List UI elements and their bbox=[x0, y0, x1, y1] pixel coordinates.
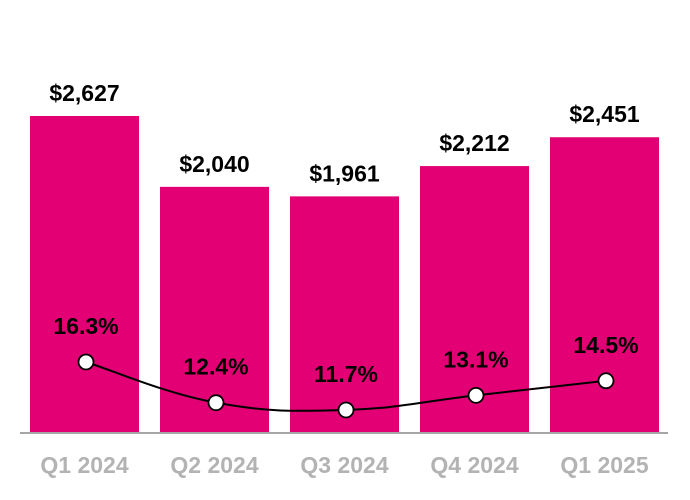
line-point-marker bbox=[597, 372, 615, 390]
line-value-label: 16.3% bbox=[53, 313, 118, 339]
bar-value-label: $2,040 bbox=[179, 151, 249, 177]
bar bbox=[30, 116, 139, 433]
line-point-marker bbox=[467, 386, 485, 404]
line-value-label: 13.1% bbox=[443, 346, 508, 372]
bar-value-label: $2,451 bbox=[569, 101, 640, 127]
line-value-label: 12.4% bbox=[183, 354, 248, 380]
bar-value-label: $2,212 bbox=[439, 130, 509, 156]
bar-value-label: $2,627 bbox=[49, 80, 119, 106]
bar bbox=[160, 186, 269, 433]
line-value-label: 11.7% bbox=[314, 361, 378, 387]
line-point-marker bbox=[337, 401, 355, 419]
line-value-label: 14.5% bbox=[573, 332, 638, 358]
line-point-marker bbox=[77, 353, 95, 371]
x-tick-label: Q1 2024 bbox=[40, 452, 128, 478]
x-tick-label: Q3 2024 bbox=[300, 452, 388, 478]
x-tick-label: Q1 2025 bbox=[560, 452, 648, 478]
x-tick-label: Q2 2024 bbox=[170, 452, 258, 478]
bar-value-label: $1,961 bbox=[309, 160, 380, 186]
line-point-marker bbox=[207, 394, 225, 412]
bar bbox=[290, 196, 399, 433]
x-tick-label: Q4 2024 bbox=[430, 452, 518, 478]
